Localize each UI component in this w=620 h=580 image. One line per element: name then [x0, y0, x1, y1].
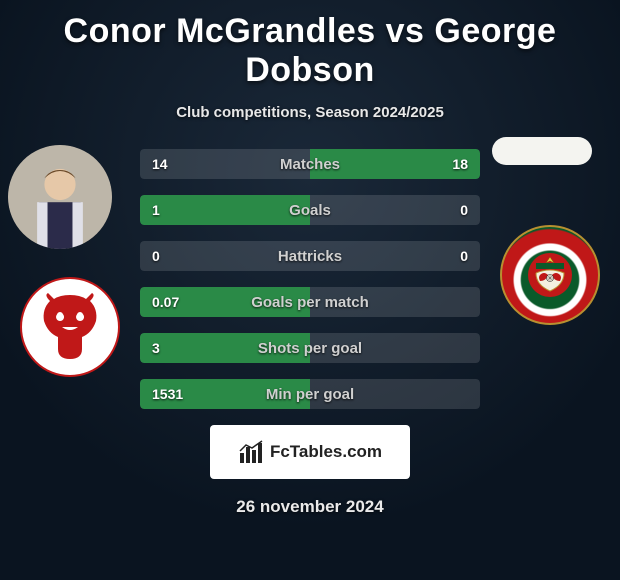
stat-bar-left: [140, 195, 310, 225]
brand-badge: FcTables.com: [210, 425, 410, 479]
stat-value-right: 18: [452, 156, 468, 172]
team-badge-left: [20, 277, 120, 377]
brand-icon: [238, 439, 264, 465]
stat-label: Shots per goal: [258, 340, 362, 357]
page-subtitle: Club competitions, Season 2024/2025: [0, 104, 620, 121]
stat-row: 1 Goals 0: [140, 195, 480, 225]
brand-prefix: Fc: [270, 442, 290, 461]
stat-row: 0 Hattricks 0: [140, 241, 480, 271]
team-badge-right: [500, 225, 600, 325]
stat-value-left: 0: [152, 248, 160, 264]
page-title: Conor McGrandles vs George Dobson: [0, 0, 620, 90]
stat-value-left: 14: [152, 156, 168, 172]
stat-row: 0.07 Goals per match: [140, 287, 480, 317]
stat-label: Matches: [280, 156, 340, 173]
stat-bar-right: [310, 195, 480, 225]
stat-value-left: 1531: [152, 386, 183, 402]
stat-value-right: 0: [460, 248, 468, 264]
stat-rows: 14 Matches 18 1 Goals 0 0 Hattricks 0 0.07 Goals p…: [140, 149, 480, 409]
stat-row: 1531 Min per goal: [140, 379, 480, 409]
stat-value-left: 1: [152, 202, 160, 218]
stat-label: Goals per match: [251, 294, 369, 311]
comparison-panel: 14 Matches 18 1 Goals 0 0 Hattricks 0 0.07 Goals p…: [0, 149, 620, 409]
player-photo-left: [8, 145, 112, 249]
stat-label: Goals: [289, 202, 331, 219]
stat-value-left: 0.07: [152, 294, 179, 310]
stat-row: 3 Shots per goal: [140, 333, 480, 363]
footer-date: 26 november 2024: [0, 497, 620, 517]
brand-suffix: Tables.com: [290, 442, 382, 461]
stat-row: 14 Matches 18: [140, 149, 480, 179]
stat-value-right: 0: [460, 202, 468, 218]
imp-icon: [40, 293, 100, 361]
player-photo-right: [492, 137, 592, 165]
stat-label: Hattricks: [278, 248, 342, 265]
stat-label: Min per goal: [266, 386, 354, 403]
stat-value-left: 3: [152, 340, 160, 356]
